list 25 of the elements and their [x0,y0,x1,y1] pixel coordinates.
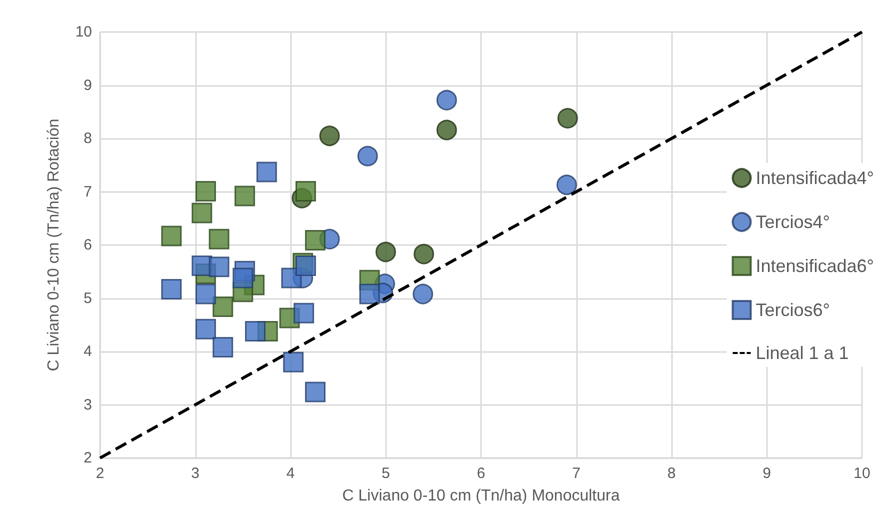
x-tick-label: 5 [382,465,390,482]
legend-label: Intensificada4° [756,168,874,188]
x-tick-label: 6 [476,465,486,482]
x-tick-label: 9 [762,465,771,482]
y-tick-label: 7 [84,183,92,200]
x-tick-label: 3 [191,465,200,482]
x-tick-label: 8 [667,465,676,482]
legend-label: Intensificada6° [756,256,874,276]
x-axis-title: C Liviano 0-10 cm (Tn/ha) Monocultura [342,488,620,504]
x-tick-label: 10 [854,465,870,482]
legend-label: Lineal 1 a 1 [756,343,849,363]
y-tick-label: 5 [84,290,92,307]
legend-label: Tercios4° [756,212,830,232]
y-tick-label: 6 [84,236,92,254]
y-tick-label: 8 [84,130,92,147]
y-tick-label: 10 [75,24,92,40]
x-tick-label: 4 [286,465,295,482]
y-axis-title: C Liviano 0-10 cm (Tn/ha) Rotación [46,118,62,372]
x-tick-label: 7 [572,465,580,482]
y-tick-label: 9 [84,76,92,94]
y-tick-label: 3 [84,396,92,414]
legend-label: Tercios6° [756,300,830,320]
x-tick-label: 2 [96,465,104,482]
y-tick-label: 2 [84,450,92,466]
y-tick-label: 4 [84,343,92,360]
